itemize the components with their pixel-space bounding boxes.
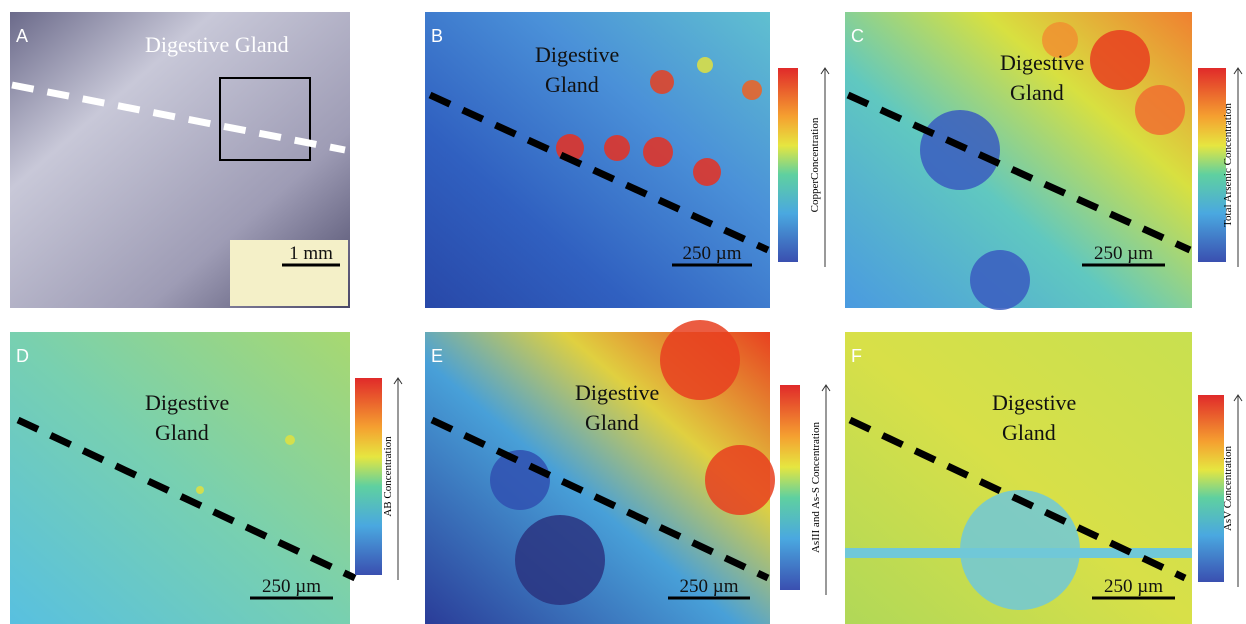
image-feature [697, 57, 713, 73]
colorbar [778, 68, 798, 262]
colorbar [355, 378, 382, 575]
panel: B Digestive Gland 250 µm CopperConcentration [425, 12, 829, 308]
region-label: Gland [1010, 80, 1064, 105]
image-feature [705, 445, 775, 515]
panel-letter: E [431, 346, 443, 366]
region-label: Gland [1002, 420, 1056, 445]
scale-bar-label: 250 µm [1094, 243, 1153, 264]
image-feature [920, 110, 1000, 190]
panel: C Digestive Gland 250 µm Total Arsenic Conce… [845, 12, 1242, 310]
panel-letter: B [431, 26, 443, 46]
image-feature [845, 548, 1192, 558]
colorbar [780, 385, 800, 590]
image-feature [643, 137, 673, 167]
panel: A Digestive Gland 1 mm [10, 12, 350, 308]
image-feature [660, 320, 740, 400]
region-label: Gland [545, 72, 599, 97]
scale-bar-label: 250 µm [683, 243, 742, 264]
colorbar-label: AB Concentration [382, 436, 394, 517]
region-label: Digestive [145, 390, 229, 415]
image-feature [196, 486, 204, 494]
panel: D Digestive Gland 250 µm AB Concentration [10, 332, 402, 624]
image-feature [1135, 85, 1185, 135]
image-feature [693, 158, 721, 186]
scale-bar-label: 250 µm [680, 576, 739, 597]
colorbar-label: AsV Concentration [1222, 445, 1234, 531]
image-feature [515, 515, 605, 605]
scale-bar-label: 1 mm [289, 243, 333, 264]
image-feature [970, 250, 1030, 310]
panel-letter: A [16, 26, 28, 46]
figure: A Digestive Gland 1 mm B Digestive Gland 250 µ… [0, 0, 1246, 624]
region-label: Digestive [992, 390, 1076, 415]
region-label: Digestive [575, 380, 659, 405]
region-label: Gland [155, 420, 209, 445]
colorbar [1198, 395, 1224, 582]
image-feature [490, 450, 550, 510]
region-label: Digestive Gland [145, 32, 289, 57]
colorbar-label: CopperConcentration [809, 117, 821, 212]
panel: E Digestive Gland 250 µm AsIII and As-S Conc… [425, 320, 830, 624]
scale-bar-label: 250 µm [1104, 576, 1163, 597]
image-feature [650, 70, 674, 94]
image-feature [604, 135, 630, 161]
image-feature [742, 80, 762, 100]
panel-letter: D [16, 346, 29, 366]
colorbar-label: AsIII and As-S Concentration [810, 421, 822, 553]
panel: F Digestive Gland 250 µm AsV Concentration [845, 332, 1242, 624]
panel-letter: F [851, 346, 862, 366]
panel-letter: C [851, 26, 864, 46]
region-label: Digestive [1000, 50, 1084, 75]
region-label: Digestive [535, 42, 619, 67]
scale-bar-label: 250 µm [262, 576, 321, 597]
image-feature [1090, 30, 1150, 90]
region-label: Gland [585, 410, 639, 435]
colorbar-label: Total Arsenic Concentration [1222, 103, 1234, 227]
image-feature [285, 435, 295, 445]
